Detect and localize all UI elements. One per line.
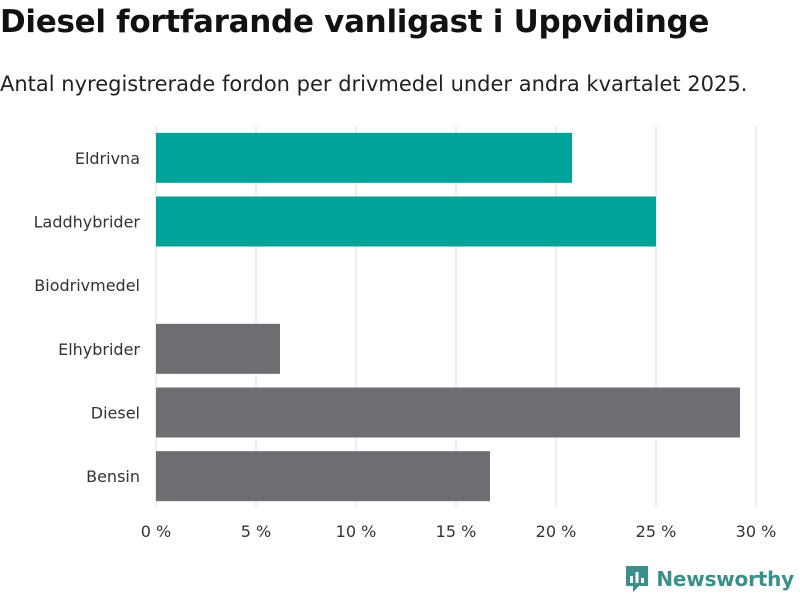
bar-chart-pin-icon xyxy=(626,566,649,592)
x-axis-ticks: 0 % 5 % 10 % 15 % 20 % 25 % 30 % xyxy=(141,522,777,541)
bar xyxy=(156,387,740,438)
category-label: Elhybrider xyxy=(58,340,140,359)
category-label: Biodrivmedel xyxy=(34,276,140,295)
bar xyxy=(156,323,280,374)
bar xyxy=(156,451,490,502)
x-tick-label: 5 % xyxy=(241,522,271,541)
x-tick-label: 30 % xyxy=(736,522,777,541)
category-labels: Eldrivna Laddhybrider Biodrivmedel Elhybrid… xyxy=(34,149,141,486)
chart-title: Diesel fortfarande vanligast i Uppviding… xyxy=(0,4,710,40)
bar xyxy=(156,132,572,183)
bar xyxy=(156,196,656,247)
category-label: Laddhybrider xyxy=(34,213,141,232)
brand-logo: Newsworthy xyxy=(624,564,794,594)
brand-name: Newsworthy xyxy=(656,567,794,591)
grid-lines xyxy=(155,126,757,508)
x-tick-label: 25 % xyxy=(636,522,677,541)
category-label: Bensin xyxy=(86,467,140,486)
x-tick-label: 10 % xyxy=(336,522,377,541)
chart-subtitle: Antal nyregistrerade fordon per drivmede… xyxy=(0,72,748,96)
bars xyxy=(156,132,740,502)
x-tick-label: 20 % xyxy=(536,522,577,541)
x-tick-label: 15 % xyxy=(436,522,477,541)
x-tick-label: 0 % xyxy=(141,522,171,541)
category-label: Diesel xyxy=(91,404,140,423)
category-label: Eldrivna xyxy=(75,149,140,168)
